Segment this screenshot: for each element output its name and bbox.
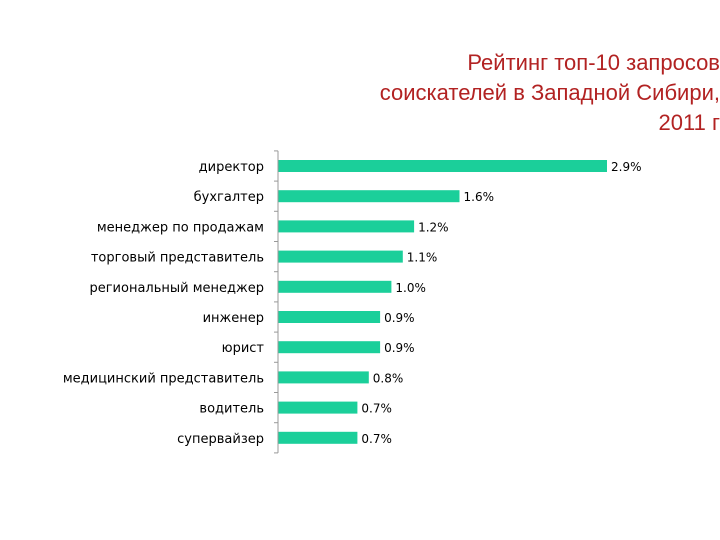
category-label: инженер (203, 311, 264, 326)
value-label: 1.2% (418, 220, 449, 234)
chart-title-line-1: Рейтинг топ-10 запросов (467, 50, 720, 75)
value-label: 1.0% (395, 281, 426, 295)
bar (278, 431, 358, 444)
value-label: 0.8% (373, 371, 404, 385)
category-label: торговый представитель (91, 251, 264, 266)
axis-ticks-group (274, 150, 278, 454)
value-label: 0.9% (384, 311, 415, 325)
category-label: юрист (222, 341, 265, 356)
bar (278, 311, 381, 323)
chart-title: Рейтинг топ-10 запросов соискателей в За… (300, 48, 720, 138)
value-label: 1.1% (407, 251, 438, 265)
category-label: директор (199, 160, 264, 175)
category-label: медицинский представитель (63, 371, 264, 386)
bar (278, 160, 607, 172)
chart-title-line-3: 2011 г (658, 110, 720, 135)
bars-group (278, 160, 607, 444)
bar (278, 280, 392, 293)
category-label: супервайзер (177, 432, 264, 447)
value-label: 0.9% (384, 341, 415, 355)
bar (278, 190, 460, 203)
bar (278, 401, 358, 414)
value-label: 0.7% (361, 402, 392, 416)
category-label: водитель (199, 402, 264, 417)
bar (278, 371, 369, 384)
value-label: 2.9% (611, 160, 642, 174)
category-label: бухгалтер (194, 190, 264, 205)
value-label: 0.7% (361, 432, 392, 446)
bar (278, 341, 381, 354)
category-label: региональный менеджер (89, 281, 264, 296)
value-labels-group: 2.9% 1.6% 1.2% 1.1% 1.0% 0.9% 0.9% 0.8% 0.7% 0.7% (361, 160, 641, 446)
category-label: менеджер по продажам (97, 220, 264, 235)
bar (278, 220, 415, 233)
value-label: 1.6% (464, 190, 495, 204)
category-labels-group: директор бухгалтер менеджер по продажам тор… (63, 160, 265, 447)
bar (278, 250, 403, 263)
chart-title-line-2: соискателей в Западной Сибири, (379, 80, 720, 105)
